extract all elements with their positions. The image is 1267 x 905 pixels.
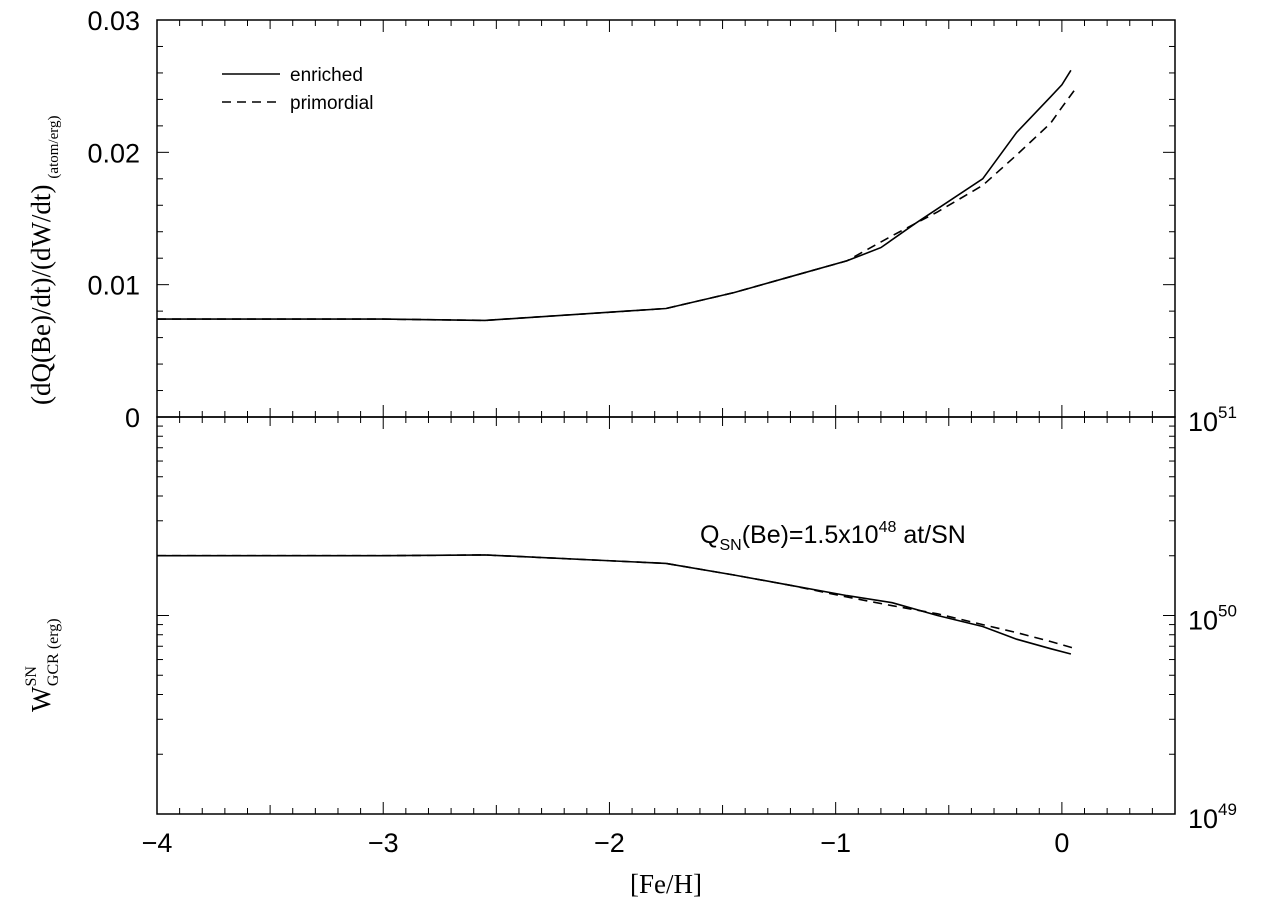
- annotation-sup: 48: [879, 519, 897, 536]
- bottom-series-enriched: [157, 554, 1072, 655]
- y-tick-label-bottom: 1051: [1188, 403, 1237, 437]
- series-layer: [157, 69, 1077, 655]
- x-tick-label: −3: [368, 828, 399, 858]
- legend-label-primordial: primordial: [290, 93, 373, 114]
- y-tick-label-top: 0.01: [87, 271, 140, 301]
- y-tick-label-bottom: 1049: [1188, 800, 1237, 834]
- legend-label-enriched: enriched: [290, 65, 363, 86]
- axis-ticks: [156, 19, 1176, 815]
- x-axis-title: [Fe/H]: [630, 869, 702, 899]
- bottom-ylabel-sub: GCR (erg): [45, 618, 62, 686]
- annotation-middle: (Be)=1.5x10: [742, 521, 879, 549]
- y-tick-label-top: 0: [125, 403, 140, 433]
- bottom-ylabel-sup: SN: [23, 666, 40, 687]
- bottom-ylabel-main: W: [26, 686, 56, 712]
- y-tick-label-bottom: 1050: [1188, 602, 1237, 636]
- bottom-series-primordial: [157, 554, 1076, 650]
- y-tick-label-base: 10: [1188, 804, 1218, 834]
- x-tick-label: −4: [142, 828, 173, 858]
- top-ylabel: (dQ(Be)/dt)/(dW/dt) (atom/erg): [26, 116, 62, 405]
- y-tick-label-base: 10: [1188, 407, 1218, 437]
- top-ylabel-main: (dQ(Be)/dt)/(dW/dt): [26, 185, 56, 405]
- x-tick-label: −2: [594, 828, 625, 858]
- top-ylabel-sub: (atom/erg): [46, 116, 62, 179]
- x-tick-label: −1: [820, 828, 851, 858]
- top-series-primordial: [157, 88, 1077, 322]
- annotation-sub: SN: [719, 537, 741, 554]
- bottom-ylabel: WSN GCR (erg): [23, 618, 62, 712]
- y-tick-label-exp: 49: [1218, 800, 1237, 819]
- y-tick-label-top: 0.02: [87, 138, 140, 168]
- y-tick-label-exp: 50: [1218, 602, 1237, 621]
- bottom-panel-frame: [156, 416, 1176, 815]
- y-tick-label-exp: 51: [1218, 403, 1237, 422]
- top-series-enriched: [157, 69, 1072, 322]
- annotation-qsn: QSN(Be)=1.5x1048 at/SN: [700, 519, 966, 554]
- y-tick-label-base: 10: [1188, 606, 1218, 636]
- x-tick-label: 0: [1054, 828, 1069, 858]
- y-tick-label-top: 0.03: [87, 6, 140, 36]
- annotation-prefix: Q: [700, 521, 719, 549]
- annotation-suffix: at/SN: [896, 521, 965, 549]
- legend: enriched primordial: [222, 65, 373, 114]
